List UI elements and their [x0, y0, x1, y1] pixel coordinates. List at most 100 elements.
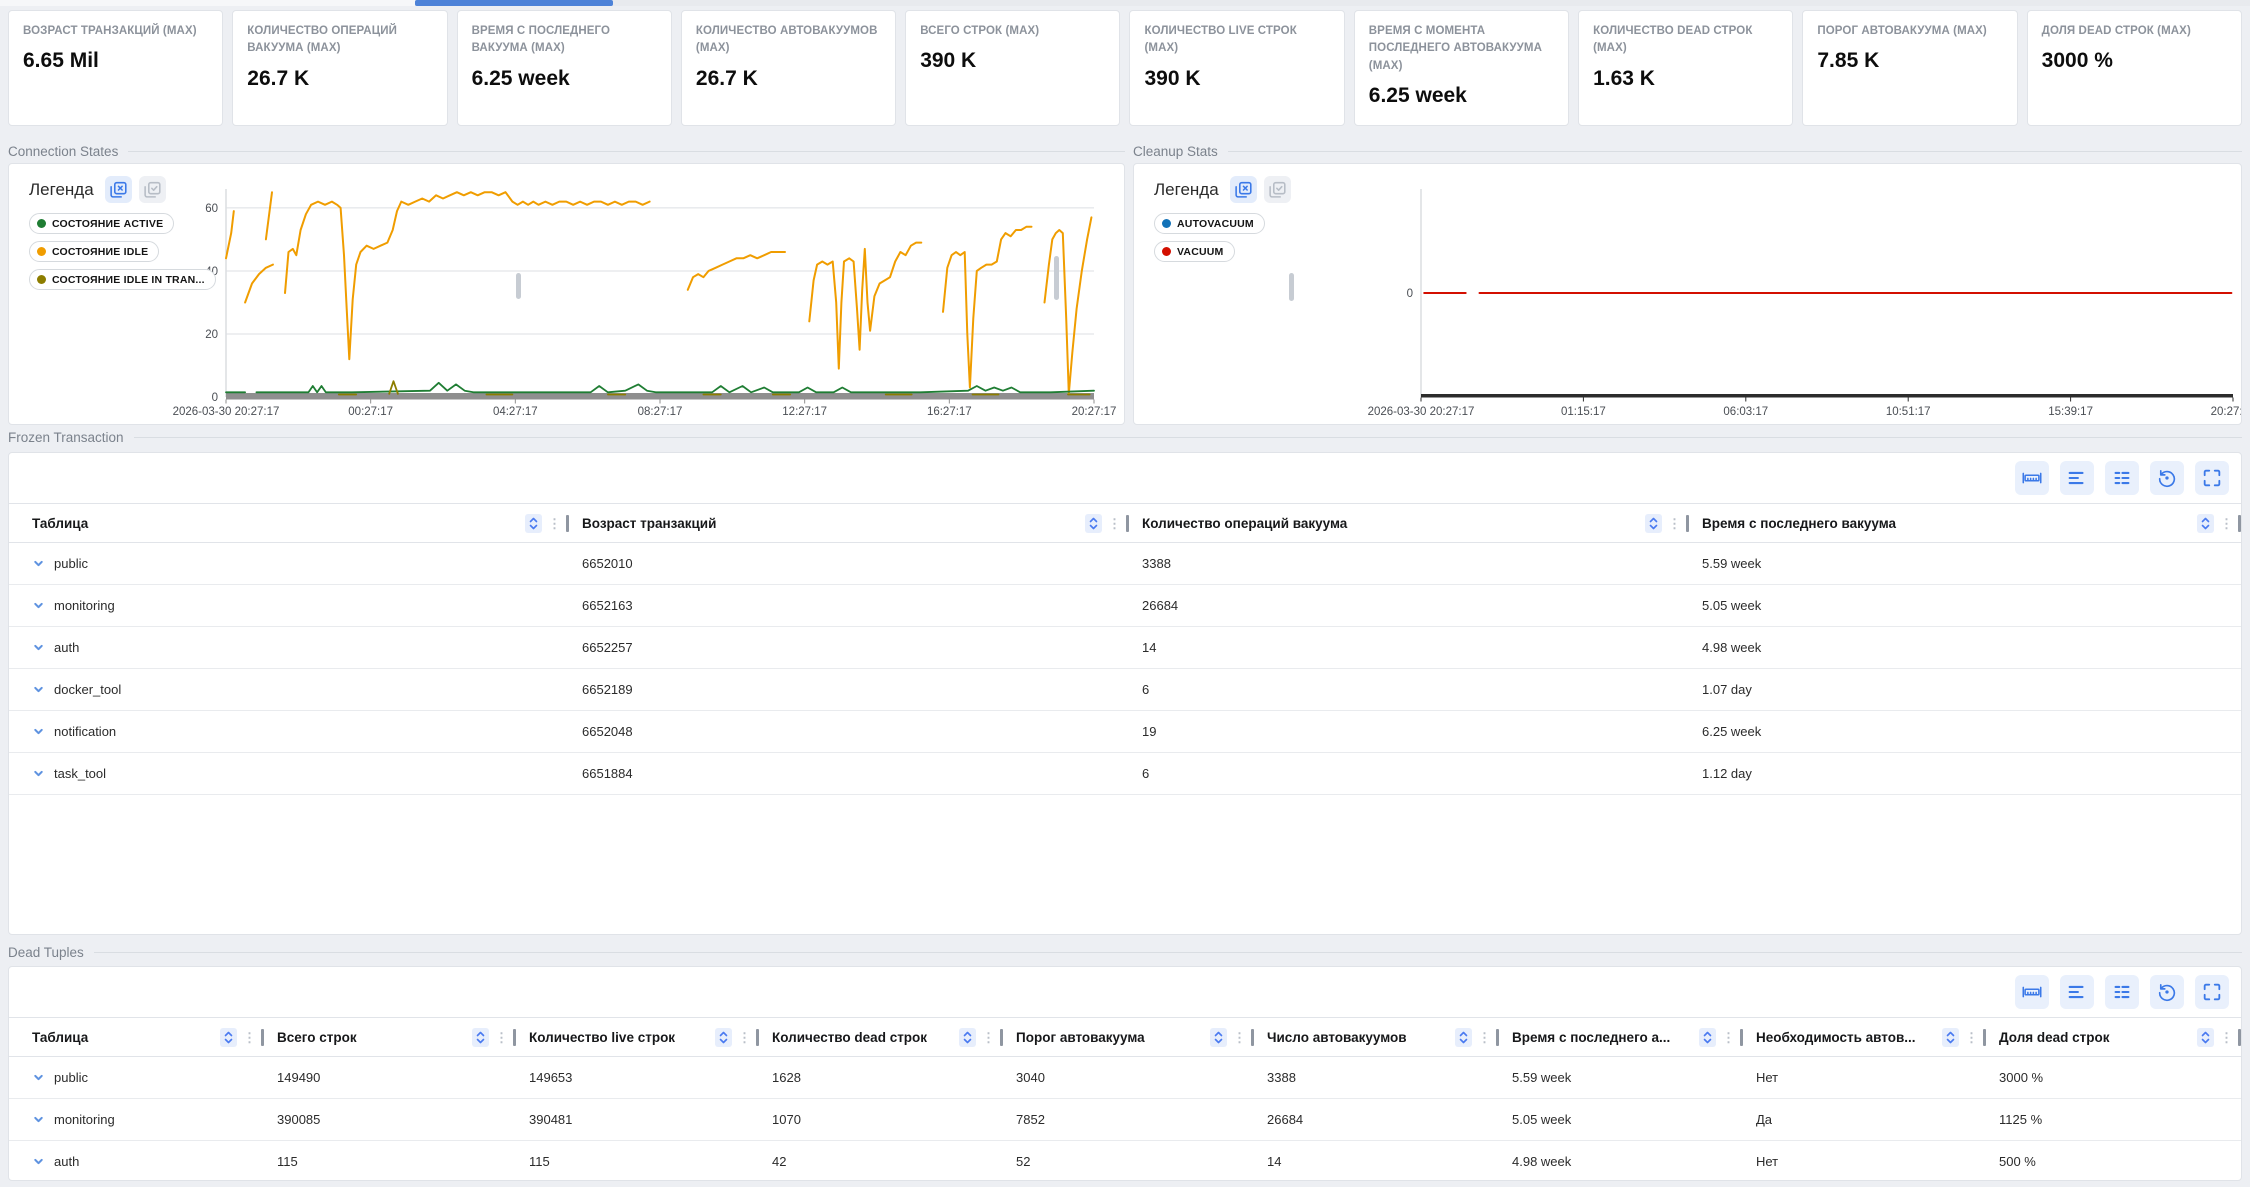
sort-icon[interactable]	[1942, 1027, 1959, 1047]
column-menu-icon[interactable]: ⋮	[548, 515, 561, 531]
x-axis-bar[interactable]	[1421, 394, 2233, 398]
row-height-button[interactable]	[2015, 975, 2049, 1009]
kpi-card: ВРЕМЯ С МОМЕНТА ПОСЛЕДНЕГО АВТОВАКУУМА (…	[1353, 10, 1570, 126]
row-name: public	[54, 1070, 88, 1085]
column-header-label: Доля dead строк	[1999, 1029, 2110, 1045]
reset-icon	[2156, 981, 2178, 1003]
row-value-cell: 390481	[529, 1112, 573, 1127]
fullscreen-button[interactable]	[2195, 975, 2229, 1009]
row-value-cell: 1070	[772, 1112, 801, 1127]
row-value-cell: 3388	[1267, 1070, 1296, 1085]
row-expand-chevron-icon[interactable]	[32, 1113, 45, 1126]
row-value-cell: 42	[772, 1154, 787, 1169]
row-expand-chevron-icon[interactable]	[32, 683, 45, 696]
scrollbar-thumb[interactable]	[516, 273, 521, 299]
x-axis-bar[interactable]	[226, 393, 1094, 400]
fullscreen-button[interactable]	[2195, 461, 2229, 495]
column-menu-icon[interactable]: ⋮	[738, 1029, 751, 1045]
row-expand-chevron-icon[interactable]	[32, 725, 45, 738]
column-header: Количество операций вакуума ⋮	[1129, 504, 1689, 542]
kpi-card: КОЛИЧЕСТВО АВТОВАКУУМОВ (MAX) 26.7 K	[680, 10, 897, 126]
connection-states-chart[interactable]: 02040602026-03-30 20:27:1700:27:1704:27:…	[9, 164, 1125, 425]
sort-icon[interactable]	[1085, 513, 1102, 533]
top-scrollbar-thumb[interactable]	[415, 0, 613, 6]
column-divider	[1740, 1028, 1743, 1046]
sort-icon[interactable]	[2197, 1027, 2214, 1047]
table-row: monitoring 6652163 26684 5.05 week	[9, 585, 2241, 627]
sort-icon[interactable]	[220, 1027, 237, 1047]
table-row: auth 115 115 42 52 14 4.98 week Нет 500 %	[9, 1141, 2241, 1180]
legend-select-all-button[interactable]	[1263, 176, 1291, 203]
table-header-row: Таблица ⋮ Всего строк ⋮ Количество live стро…	[9, 1017, 2241, 1057]
kpi-card-value: 6.65 Mil	[23, 49, 99, 73]
column-menu-icon[interactable]: ⋮	[1722, 1029, 1735, 1045]
legend-chip[interactable]: VACUUM	[1154, 241, 1235, 262]
sort-icon[interactable]	[1645, 513, 1662, 533]
section-title: Frozen Transaction	[8, 429, 124, 445]
legend-chip[interactable]: СОСТОЯНИЕ ACTIVE	[29, 213, 175, 234]
column-header: Количество dead строк ⋮	[759, 1018, 1003, 1056]
sort-icon[interactable]	[1699, 1027, 1716, 1047]
kpi-card-label: ВСЕГО СТРОК (MAX)	[920, 25, 1040, 37]
row-expand-chevron-icon[interactable]	[32, 1071, 45, 1084]
cleanup-stats-chart[interactable]: 0 2026-03-30 20:27:17 01:15:17 06:03:17 10:5…	[1134, 164, 2242, 425]
row-expand-chevron-icon[interactable]	[32, 767, 45, 780]
row-height-icon	[2021, 467, 2043, 489]
row-expand-chevron-icon[interactable]	[32, 641, 45, 654]
column-menu-icon[interactable]: ⋮	[495, 1029, 508, 1045]
table-toolbar	[9, 453, 2241, 503]
row-value-cell: 6652048	[582, 724, 633, 739]
reset-icon	[2156, 467, 2178, 489]
column-menu-icon[interactable]: ⋮	[2220, 1029, 2233, 1045]
sort-icon[interactable]	[525, 513, 542, 533]
sort-icon[interactable]	[715, 1027, 732, 1047]
row-value-cell: 26684	[1267, 1112, 1304, 1127]
column-menu-icon[interactable]: ⋮	[1478, 1029, 1491, 1045]
legend-deselect-all-button[interactable]	[104, 176, 132, 203]
column-menu-icon[interactable]: ⋮	[1965, 1029, 1978, 1045]
sort-icon[interactable]	[1210, 1027, 1227, 1047]
legend-deselect-all-button[interactable]	[1229, 176, 1257, 203]
table-row: task_tool 6651884 6 1.12 day	[9, 753, 2241, 795]
column-header-label: Необходимость автов...	[1756, 1029, 1916, 1045]
table-view-button[interactable]	[2105, 461, 2139, 495]
row-value-cell: 500 %	[1999, 1154, 2036, 1169]
scrollbar-thumb[interactable]	[1054, 256, 1059, 300]
kpi-card-value: 1.63 K	[1593, 66, 1655, 90]
column-menu-icon[interactable]: ⋮	[2220, 515, 2233, 531]
fullscreen-icon	[2201, 467, 2223, 489]
reset-button[interactable]	[2150, 461, 2184, 495]
legend-chip[interactable]: AUTOVACUUM	[1154, 213, 1265, 234]
column-menu-icon[interactable]: ⋮	[982, 1029, 995, 1045]
legend-chip[interactable]: СОСТОЯНИЕ IDLE	[29, 241, 160, 262]
column-menu-icon[interactable]: ⋮	[243, 1029, 256, 1045]
row-value-cell: 6652189	[582, 682, 633, 697]
row-expand-chevron-icon[interactable]	[32, 1155, 45, 1168]
reset-button[interactable]	[2150, 975, 2184, 1009]
sort-icon[interactable]	[2197, 513, 2214, 533]
sort-icon[interactable]	[1455, 1027, 1472, 1047]
column-header: Число автовакуумов ⋮	[1254, 1018, 1499, 1056]
kpi-card: ВСЕГО СТРОК (MAX) 390 K	[905, 10, 1121, 126]
legend-select-all-button[interactable]	[138, 176, 166, 203]
row-height-button[interactable]	[2015, 461, 2049, 495]
column-menu-icon[interactable]: ⋮	[1233, 1029, 1246, 1045]
align-content-button[interactable]	[2060, 975, 2094, 1009]
row-name-cell: task_tool	[9, 766, 569, 781]
row-value-cell: 7852	[1016, 1112, 1045, 1127]
table-row: auth 6652257 14 4.98 week	[9, 627, 2241, 669]
kpi-card-label: КОЛИЧЕСТВО ОПЕРАЦИЙ ВАКУУМА (MAX)	[247, 25, 397, 55]
align-content-button[interactable]	[2060, 461, 2094, 495]
row-expand-chevron-icon[interactable]	[32, 599, 45, 612]
scrollbar-thumb[interactable]	[1289, 273, 1294, 301]
sort-icon[interactable]	[959, 1027, 976, 1047]
column-header: Всего строк ⋮	[264, 1018, 516, 1056]
row-expand-chevron-icon[interactable]	[32, 557, 45, 570]
column-menu-icon[interactable]: ⋮	[1108, 515, 1121, 531]
x-tick-label: 12:27:17	[782, 406, 827, 418]
legend-chip[interactable]: СОСТОЯНИЕ IDLE IN TRAN...	[29, 269, 216, 290]
column-menu-icon[interactable]: ⋮	[1668, 515, 1681, 531]
column-header-label: Время с последнего а...	[1512, 1029, 1671, 1045]
sort-icon[interactable]	[472, 1027, 489, 1047]
table-view-button[interactable]	[2105, 975, 2139, 1009]
